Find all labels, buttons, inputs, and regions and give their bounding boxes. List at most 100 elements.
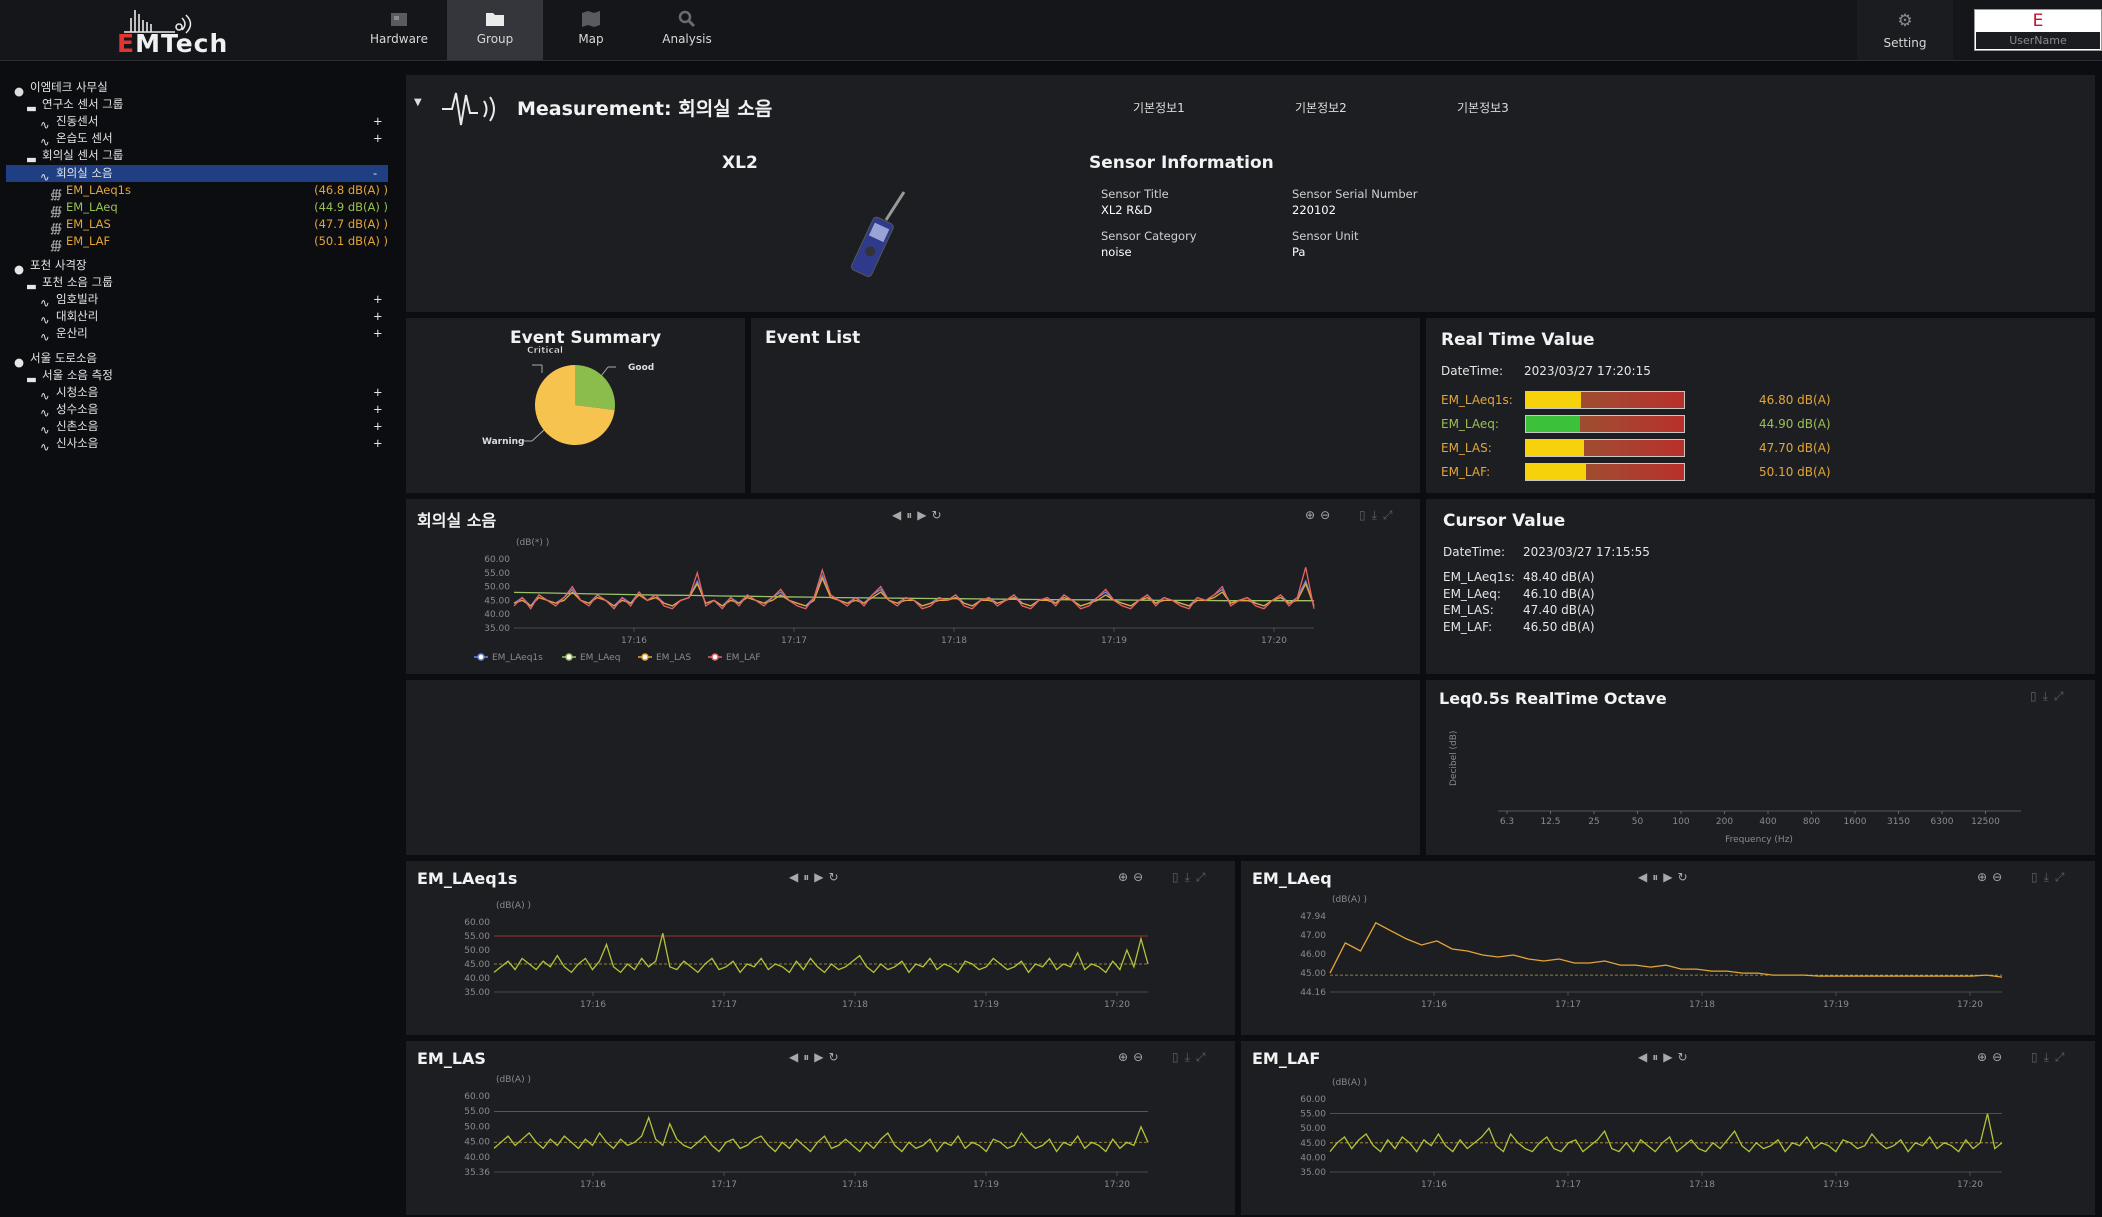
- tree-group-pocheon[interactable]: ▬ 포천 소음 그룹: [26, 274, 113, 293]
- pie-slice-good[interactable]: [575, 365, 615, 411]
- series-line-em_laeq[interactable]: [1329, 921, 2003, 978]
- expand-icon[interactable]: +: [373, 114, 383, 128]
- zoom-out-icon[interactable]: ⊖: [1320, 508, 1336, 522]
- tree-channel-laeq[interactable]: ∰ EM_LAeq (44.9 dB(A) ): [50, 199, 388, 218]
- zoom-in-icon[interactable]: ⊕: [1977, 1050, 1993, 1064]
- refresh-icon[interactable]: ↻: [828, 870, 844, 884]
- expand-icon[interactable]: +: [373, 419, 383, 433]
- collapse-caret-icon[interactable]: ▼: [414, 97, 422, 108]
- rewind-icon[interactable]: ◀: [789, 870, 804, 884]
- tree-group-meeting[interactable]: ▬ 회의실 센서 그룹: [26, 147, 123, 166]
- nav-group[interactable]: Group: [447, 0, 543, 60]
- fullscreen-icon[interactable]: ⤢: [1195, 870, 1212, 884]
- refresh-icon[interactable]: ↻: [828, 1050, 844, 1064]
- playback-controls[interactable]: ◀⏸▶↻: [1638, 1050, 1693, 1065]
- zoom-out-icon[interactable]: ⊖: [1133, 1050, 1149, 1064]
- rewind-icon[interactable]: ◀: [1638, 870, 1653, 884]
- pause-icon[interactable]: ⏸: [1652, 870, 1664, 884]
- download-icon[interactable]: ⤓: [1371, 508, 1383, 522]
- legend-label[interactable]: EM_LAS: [656, 653, 691, 663]
- collapse-icon[interactable]: -: [373, 166, 378, 180]
- legend-label[interactable]: EM_LAeq: [580, 653, 620, 663]
- tree-site-pocheon[interactable]: ● 포천 사격장: [14, 257, 87, 276]
- tree-site-emtech[interactable]: ● 이엠테크 사무실: [14, 79, 108, 98]
- setting-button[interactable]: ⚙ Setting: [1857, 0, 1953, 60]
- tab-info2[interactable]: 기본정보2: [1295, 101, 1347, 115]
- tree-group-seoul[interactable]: ▬ 서울 소음 측정: [26, 367, 113, 386]
- play-icon[interactable]: ▶: [814, 870, 829, 884]
- series-line-em_laf[interactable]: [513, 567, 1315, 610]
- zoom-in-icon[interactable]: ⊕: [1118, 1050, 1134, 1064]
- pie-slice-warning[interactable]: [535, 365, 615, 445]
- nav-analysis[interactable]: Analysis: [639, 0, 735, 60]
- export-controls[interactable]: ▯⤓⤢: [2031, 870, 2071, 885]
- pause-icon[interactable]: ⏸: [906, 508, 918, 522]
- zoom-in-icon[interactable]: ⊕: [1977, 870, 1993, 884]
- expand-icon[interactable]: +: [373, 309, 383, 323]
- fullscreen-icon[interactable]: ⤢: [1195, 1050, 1212, 1064]
- tab-info3[interactable]: 기본정보3: [1457, 101, 1509, 115]
- expand-icon[interactable]: +: [373, 436, 383, 450]
- playback-controls[interactable]: ◀⏸▶↻: [789, 1050, 844, 1065]
- tree-site-seoul[interactable]: ● 서울 도로소음: [14, 350, 97, 369]
- meeting-noise-chart[interactable]: (dB(*) ) 60.00 55.00 50.00 45.00 40.00 35.00 17…: [406, 499, 1420, 674]
- playback-controls[interactable]: ◀⏸▶↻: [789, 870, 844, 885]
- rewind-icon[interactable]: ◀: [789, 1050, 804, 1064]
- rewind-icon[interactable]: ◀: [892, 508, 907, 522]
- document-icon[interactable]: ▯: [1172, 870, 1185, 884]
- zoom-out-icon[interactable]: ⊖: [1992, 870, 2008, 884]
- export-controls[interactable]: ▯⤓⤢: [2030, 689, 2070, 704]
- zoom-in-icon[interactable]: ⊕: [1118, 870, 1134, 884]
- nav-hardware[interactable]: Hardware: [351, 0, 447, 60]
- tree-group-lab[interactable]: ▬ 연구소 센서 그룹: [26, 96, 123, 115]
- zoom-controls[interactable]: ⊕⊖: [1977, 870, 2007, 884]
- document-icon[interactable]: ▯: [2031, 1050, 2044, 1064]
- tree-sensor-cityhall[interactable]: ∿ 시청소음 +: [40, 384, 388, 403]
- series-line-em_las[interactable]: [493, 1115, 1149, 1153]
- expand-icon[interactable]: +: [373, 292, 383, 306]
- tree-sensor-humidity[interactable]: ∿ 온습도 센서 +: [40, 130, 388, 149]
- zoom-out-icon[interactable]: ⊖: [1133, 870, 1149, 884]
- fullscreen-icon[interactable]: ⤢: [1382, 508, 1399, 522]
- document-icon[interactable]: ▯: [2030, 689, 2043, 703]
- nav-map[interactable]: Map: [543, 0, 639, 60]
- las-chart[interactable]: (dB(A) ) 60.00 55.00 50.00 45.00 40.00 35.36 17…: [406, 1041, 1235, 1215]
- export-controls[interactable]: ▯⤓⤢: [1172, 1050, 1212, 1065]
- tree-channel-laf[interactable]: ∰ EM_LAF (50.1 dB(A) ): [50, 233, 388, 252]
- expand-icon[interactable]: +: [373, 326, 383, 340]
- download-icon[interactable]: ⤓: [1184, 870, 1196, 884]
- laeq1s-chart[interactable]: (dB(A) ) 60.00 55.00 50.00 45.00 40.00 35.00 17…: [406, 861, 1235, 1035]
- zoom-controls[interactable]: ⊕⊖: [1977, 1050, 2007, 1064]
- tree-channel-las[interactable]: ∰ EM_LAS (47.7 dB(A) ): [50, 216, 388, 235]
- download-icon[interactable]: ⤓: [2042, 689, 2054, 703]
- expand-icon[interactable]: +: [373, 385, 383, 399]
- document-icon[interactable]: ▯: [1359, 508, 1372, 522]
- download-icon[interactable]: ⤓: [2043, 1050, 2055, 1064]
- legend-label[interactable]: EM_LAF: [726, 653, 761, 663]
- export-controls[interactable]: ▯⤓⤢: [1359, 508, 1399, 523]
- pause-icon[interactable]: ⏸: [1652, 1050, 1664, 1064]
- event-summary-pie[interactable]: Critical Good Warning: [406, 318, 745, 493]
- tree-sensor-seongsu[interactable]: ∿ 성수소음 +: [40, 401, 388, 420]
- tree-sensor-daehoe[interactable]: ∿ 대회산리 +: [40, 308, 388, 327]
- download-icon[interactable]: ⤓: [1184, 1050, 1196, 1064]
- export-controls[interactable]: ▯⤓⤢: [1172, 870, 1212, 885]
- rewind-icon[interactable]: ◀: [1638, 1050, 1653, 1064]
- emtech-logo[interactable]: EMTech: [113, 6, 227, 58]
- series-line-em_laeq1s[interactable]: [493, 933, 1149, 974]
- download-icon[interactable]: ⤓: [2043, 870, 2055, 884]
- tab-info1[interactable]: 기본정보1: [1133, 101, 1185, 115]
- tree-sensor-sinchon[interactable]: ∿ 신촌소음 +: [40, 418, 388, 437]
- octave-chart[interactable]: Decibel (dB) Frequency (Hz) 6.3 12.5 25 50 1…: [1426, 680, 2095, 855]
- tree-sensor-imho[interactable]: ∿ 임호빌라 +: [40, 291, 388, 310]
- expand-icon[interactable]: +: [373, 402, 383, 416]
- playback-controls[interactable]: ◀⏸▶↻: [1638, 870, 1693, 885]
- zoom-in-icon[interactable]: ⊕: [1305, 508, 1321, 522]
- zoom-controls[interactable]: ⊕⊖: [1118, 1050, 1148, 1064]
- play-icon[interactable]: ▶: [917, 508, 932, 522]
- zoom-out-icon[interactable]: ⊖: [1992, 1050, 2008, 1064]
- pause-icon[interactable]: ⏸: [803, 1050, 815, 1064]
- refresh-icon[interactable]: ↻: [1677, 870, 1693, 884]
- fullscreen-icon[interactable]: ⤢: [2054, 870, 2071, 884]
- tree-sensor-meeting-noise[interactable]: ∿ 회의실 소음 -: [40, 165, 388, 184]
